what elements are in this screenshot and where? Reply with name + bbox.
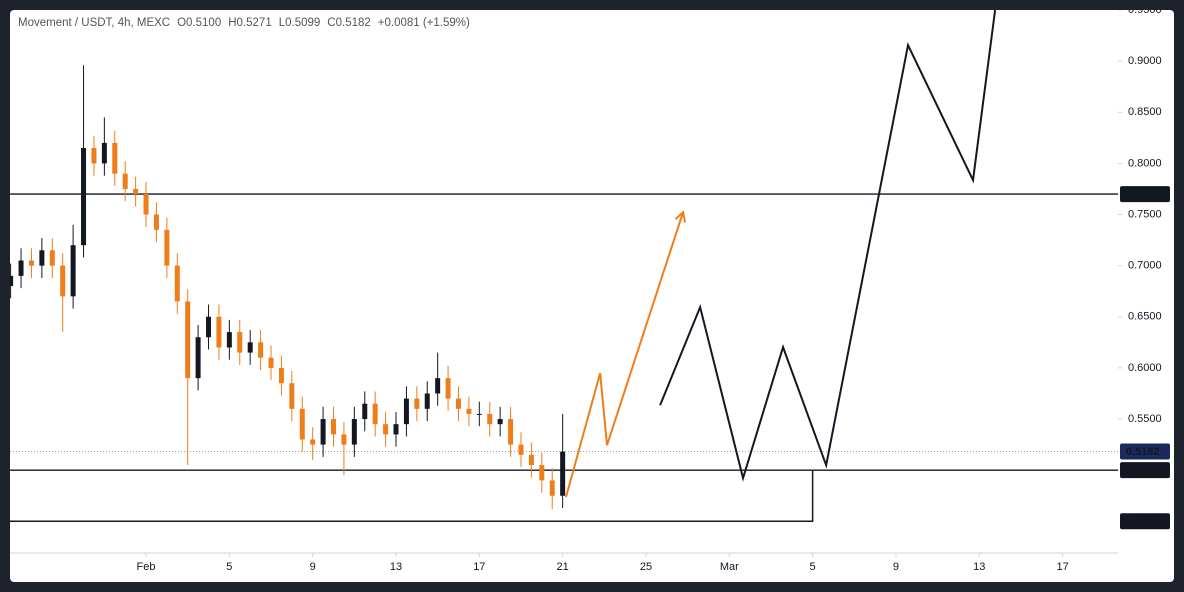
level-badge [1120, 462, 1170, 479]
x-tick-label: 17 [1056, 561, 1068, 573]
candle-body [539, 465, 545, 481]
candle-body [278, 367, 284, 384]
candle-body [101, 142, 107, 164]
candle-body [528, 454, 534, 466]
level-badge [1120, 186, 1170, 203]
x-tick-label: Mar [720, 561, 739, 573]
candle-body [39, 250, 45, 266]
candle-body [60, 265, 66, 297]
y-tick-label: 0.6000 [1128, 362, 1162, 374]
candle-body [299, 408, 305, 440]
candle-body [258, 342, 264, 358]
candle-body [445, 378, 451, 399]
candle-body [414, 398, 420, 409]
candle-body [18, 260, 24, 276]
ohlc-value: +0.0081 (+1.59%) [377, 17, 470, 29]
candle-body [362, 403, 368, 420]
candle-body [153, 214, 159, 230]
candle-body [81, 148, 87, 246]
ohlc-value: O0.5100 [177, 17, 222, 29]
candle-body [351, 419, 357, 445]
candle-body [112, 142, 118, 174]
y-tick-label: 0.8000 [1128, 157, 1162, 169]
candle-body [174, 265, 180, 302]
y-tick-label: 0.9000 [1128, 55, 1162, 67]
y-tick-label: 0.7000 [1128, 260, 1162, 272]
candle-body [320, 419, 326, 445]
candle-body [70, 245, 76, 297]
candle-body [331, 419, 337, 435]
drawing-path [565, 212, 683, 498]
level-label: 0.5182 [1126, 446, 1160, 458]
level-label: 0.4500 [1126, 516, 1160, 528]
candle-body [289, 383, 295, 409]
ohlc-value: L0.5099 [278, 17, 321, 29]
candle-body [476, 413, 482, 415]
x-tick-label: Feb [137, 561, 156, 573]
x-tick-label: 13 [390, 561, 402, 573]
chart-frame: 0.5500 0.6000 0.6500 0.7000 0.7500 0.8000 0.85… [10, 10, 1174, 582]
x-tick-label: 5 [226, 561, 232, 573]
candle-body [185, 301, 191, 379]
candle-body [383, 424, 389, 435]
candle-body [497, 419, 503, 425]
candle-body [424, 393, 430, 409]
candle-body [310, 439, 316, 445]
candle-body [403, 398, 409, 425]
plot-area [10, 10, 1118, 523]
level-label: 0.5000 [1126, 465, 1160, 477]
candle-body [226, 332, 232, 348]
candle-body [372, 403, 378, 425]
x-tick-label: 25 [640, 561, 652, 573]
candle-body [143, 194, 149, 215]
y-tick-label: 0.9500 [1128, 10, 1162, 16]
x-tick-label: 17 [473, 561, 485, 573]
candle-body [133, 188, 139, 195]
candle-body [122, 173, 128, 189]
candle-body [560, 451, 566, 496]
candle-body [49, 250, 55, 266]
candle-body [466, 408, 472, 414]
y-tick-label: 0.8500 [1128, 106, 1162, 118]
candle-body [28, 260, 34, 266]
y-tick-label: 0.6500 [1128, 311, 1162, 323]
chart: 0.5500 0.6000 0.6500 0.7000 0.7500 0.8000 0.85… [10, 10, 1170, 573]
candle-body [237, 332, 243, 353]
candle-body [487, 413, 493, 425]
candle-body [518, 444, 524, 455]
candle-body [268, 357, 274, 368]
candle-body [206, 316, 212, 338]
axes: 0.5500 0.6000 0.6500 0.7000 0.7500 0.8000 0.85… [137, 10, 1170, 573]
candle-body [164, 229, 170, 266]
ohlc-value: H0.5271 [228, 17, 272, 29]
x-tick-label: 9 [310, 561, 316, 573]
candle-body [195, 337, 201, 379]
candle-body [549, 480, 555, 496]
ohlc-value: C0.5182 [327, 17, 371, 29]
candle-body [10, 275, 14, 287]
level-label: 0.7700 [1126, 188, 1160, 200]
x-tick-label: 21 [557, 561, 569, 573]
zone-box [10, 470, 814, 523]
candle-body [247, 342, 253, 353]
y-tick-label: 0.7500 [1128, 208, 1162, 220]
candle-body [508, 419, 514, 445]
drawing-path [659, 10, 997, 482]
x-tick-label: 5 [810, 561, 816, 573]
x-tick-label: 13 [973, 561, 985, 573]
candle-body [91, 148, 97, 164]
candle-body [393, 424, 399, 435]
candle-body [435, 378, 441, 394]
symbol: Movement / USDT, 4h, MEXC [18, 17, 171, 29]
symbol-legend: Movement / USDT, 4h, MEXC O0.5100 H0.5271… [18, 17, 470, 29]
candle-body [341, 434, 347, 445]
level-badge [1120, 443, 1170, 460]
candle-body [455, 398, 461, 409]
x-tick-label: 9 [893, 561, 899, 573]
candle-body [216, 316, 222, 348]
level-badge [1120, 513, 1170, 530]
y-tick-label: 0.5500 [1128, 413, 1162, 425]
